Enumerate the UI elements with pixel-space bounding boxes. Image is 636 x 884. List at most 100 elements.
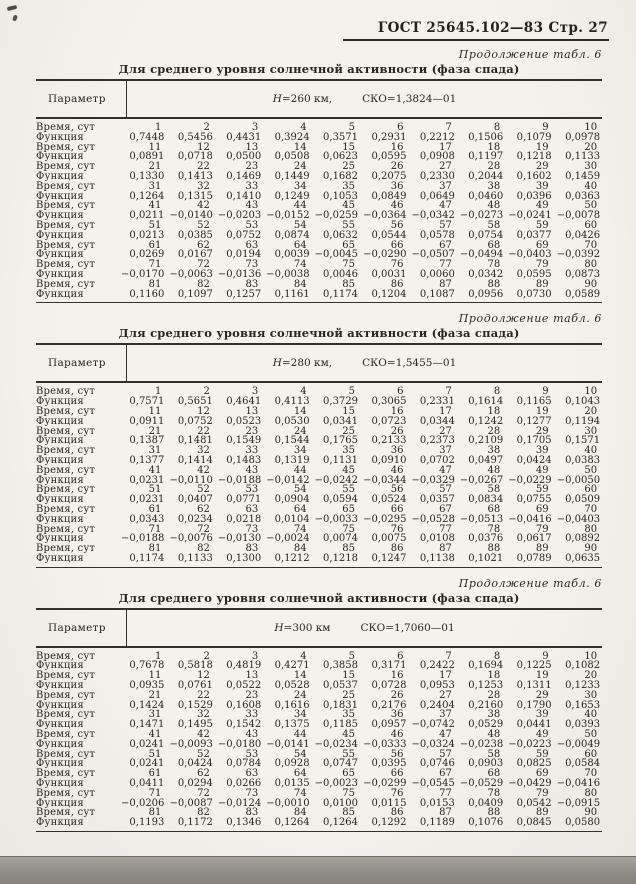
value-cell: 0,0211	[129, 210, 165, 222]
value-cell: −0,0010	[266, 797, 310, 809]
value-row: Функция 0,0231 −0,0110 −0,0188 −0,0142 −0,024…	[36, 474, 600, 486]
value-cell: −0,0333	[363, 738, 407, 750]
row-label-time: Время, сут	[36, 219, 96, 231]
continuation-note: Продолжение табл. 6	[458, 312, 602, 326]
day-cell: 29	[535, 689, 549, 701]
day-cell: 9	[542, 650, 549, 662]
value-cell: 0,3065	[371, 396, 407, 408]
value-cell: 0,1165	[516, 396, 552, 408]
value-cell: 0,1076	[468, 817, 504, 829]
row-label-function: Функция	[36, 229, 84, 241]
day-cell: 83	[245, 807, 259, 819]
day-cell: 30	[584, 425, 598, 437]
value-row: Функция 0,1330 0,1413 0,1469 0,1449 0,1682 0,2…	[36, 172, 600, 182]
value-row: Функция 0,0343 0,0234 0,0218 0,0104 −0,0033 −0…	[36, 513, 600, 525]
value-cell: 0,2109	[468, 435, 504, 447]
day-cell: 82	[197, 543, 210, 555]
day-cell: 61	[148, 239, 162, 251]
value-cell: 0,2160	[468, 699, 504, 711]
day-cell: 38	[487, 445, 501, 457]
value-cell: 0,1481	[177, 435, 213, 447]
value-row: Функция 0,1424 0,1529 0,1608 0,1616 0,1831 0,2…	[36, 699, 600, 711]
value-cell: 0,3171	[371, 660, 407, 672]
value-cell: 0,1549	[226, 435, 262, 447]
value-cell: 0,0294	[177, 778, 213, 790]
value-cell: 0,1172	[177, 817, 213, 829]
day-cell: 51	[148, 748, 162, 760]
day-row: Время, сут 1 2 3 4 5 6 7 8 9 10	[36, 387, 600, 397]
value-cell: 0,1079	[516, 131, 552, 143]
day-cell: 61	[148, 503, 162, 515]
value-cell: 0,0234	[177, 513, 213, 525]
value-cell: 0,3571	[323, 131, 359, 143]
day-cell: 58	[487, 219, 501, 231]
day-cell: 20	[584, 405, 598, 417]
value-cell: 0,1277	[516, 415, 552, 427]
day-cell: 60	[584, 748, 598, 760]
value-cell: 0,0031	[371, 268, 407, 280]
value-cell: 0,0578	[419, 229, 455, 241]
value-cell: 0,0752	[177, 415, 213, 427]
row-label-function: Функция	[36, 738, 84, 750]
altitude-value: H=300 км	[274, 621, 331, 634]
value-cell: 0,0385	[177, 229, 213, 241]
value-row: Функция 0,1193 0,1172 0,1346 0,1264 0,1264 0,1…	[36, 818, 600, 828]
altitude-value: H=260 км,	[272, 93, 333, 105]
day-cell: 56	[390, 748, 404, 760]
day-cell: 26	[390, 425, 404, 437]
day-cell: 7	[445, 122, 452, 133]
day-cell: 63	[245, 503, 259, 515]
value-cell: 0,0891	[129, 151, 165, 163]
row-label-time: Время, сут	[36, 729, 96, 741]
condition: H=280 км, СКО=1,5455—01	[127, 345, 602, 381]
day-cell: 31	[148, 180, 162, 192]
day-cell: 29	[535, 425, 549, 437]
value-cell: 0,0497	[468, 454, 504, 466]
value-cell: −0,0915	[556, 797, 601, 809]
value-cell: 0,1459	[565, 170, 601, 182]
value-cell: 0,1319	[274, 454, 310, 466]
sko-value: СКО=1,5455—01	[362, 357, 457, 370]
day-cell: 79	[535, 259, 549, 271]
row-label-function: Функция	[36, 513, 84, 525]
day-cell: 74	[293, 787, 307, 799]
day-cell: 24	[293, 425, 307, 437]
value-row: Функция 0,1377 0,1414 0,1483 0,1319 0,1131 0,0…	[36, 456, 600, 466]
day-cell: 86	[390, 807, 404, 819]
day-cell: 67	[439, 768, 452, 780]
day-cell: 1	[155, 386, 162, 398]
day-cell: 37	[439, 445, 452, 457]
value-cell: −0,0299	[363, 778, 407, 790]
day-row: Время, сут 41 42 43 44 45 46 47 48 49 50	[36, 730, 600, 740]
row-label-function: Функция	[36, 699, 84, 711]
value-cell: 0,1544	[274, 435, 310, 447]
value-row: Функция 0,1471 0,1495 0,1542 0,1375 0,1185 0,0…	[36, 720, 600, 730]
day-cell: 79	[535, 787, 549, 799]
day-cell: 58	[487, 748, 501, 760]
condition: H=300 км СКО=1,7060—01	[127, 610, 602, 646]
value-cell: 0,1346	[226, 817, 262, 829]
value-row: Функция 0,0211 −0,0140 −0,0203 −0,0152 −0,025…	[36, 211, 600, 221]
value-cell: 0,0376	[468, 533, 504, 545]
day-cell: 7	[445, 650, 452, 662]
day-cell: 89	[535, 543, 549, 555]
day-cell: 75	[342, 259, 356, 271]
day-row: Время, сут 11 12 13 14 15 16 17 18 19 20	[36, 142, 600, 153]
day-cell: 10	[584, 122, 598, 133]
value-cell: 0,1133	[565, 151, 601, 163]
row-label-function: Функция	[36, 758, 84, 770]
value-cell: 0,0424	[516, 454, 552, 466]
day-cell: 3	[251, 386, 259, 398]
day-cell: 22	[197, 161, 210, 173]
value-cell: −0,0142	[266, 474, 310, 486]
day-cell: 11	[148, 670, 162, 682]
day-cell: 10	[584, 386, 598, 398]
tables-container: Продолжение табл. 6 Для среднего уровня с…	[36, 48, 602, 841]
day-cell: 70	[584, 503, 598, 515]
day-cell: 60	[584, 219, 598, 231]
row-label-function: Функция	[36, 817, 84, 829]
value-row: Функция 0,1387 0,1481 0,1549 0,1544 0,1765 0,2…	[36, 436, 600, 446]
value-cell: −0,0045	[314, 249, 359, 261]
day-cell: 38	[487, 709, 501, 721]
day-cell: 45	[342, 200, 356, 212]
